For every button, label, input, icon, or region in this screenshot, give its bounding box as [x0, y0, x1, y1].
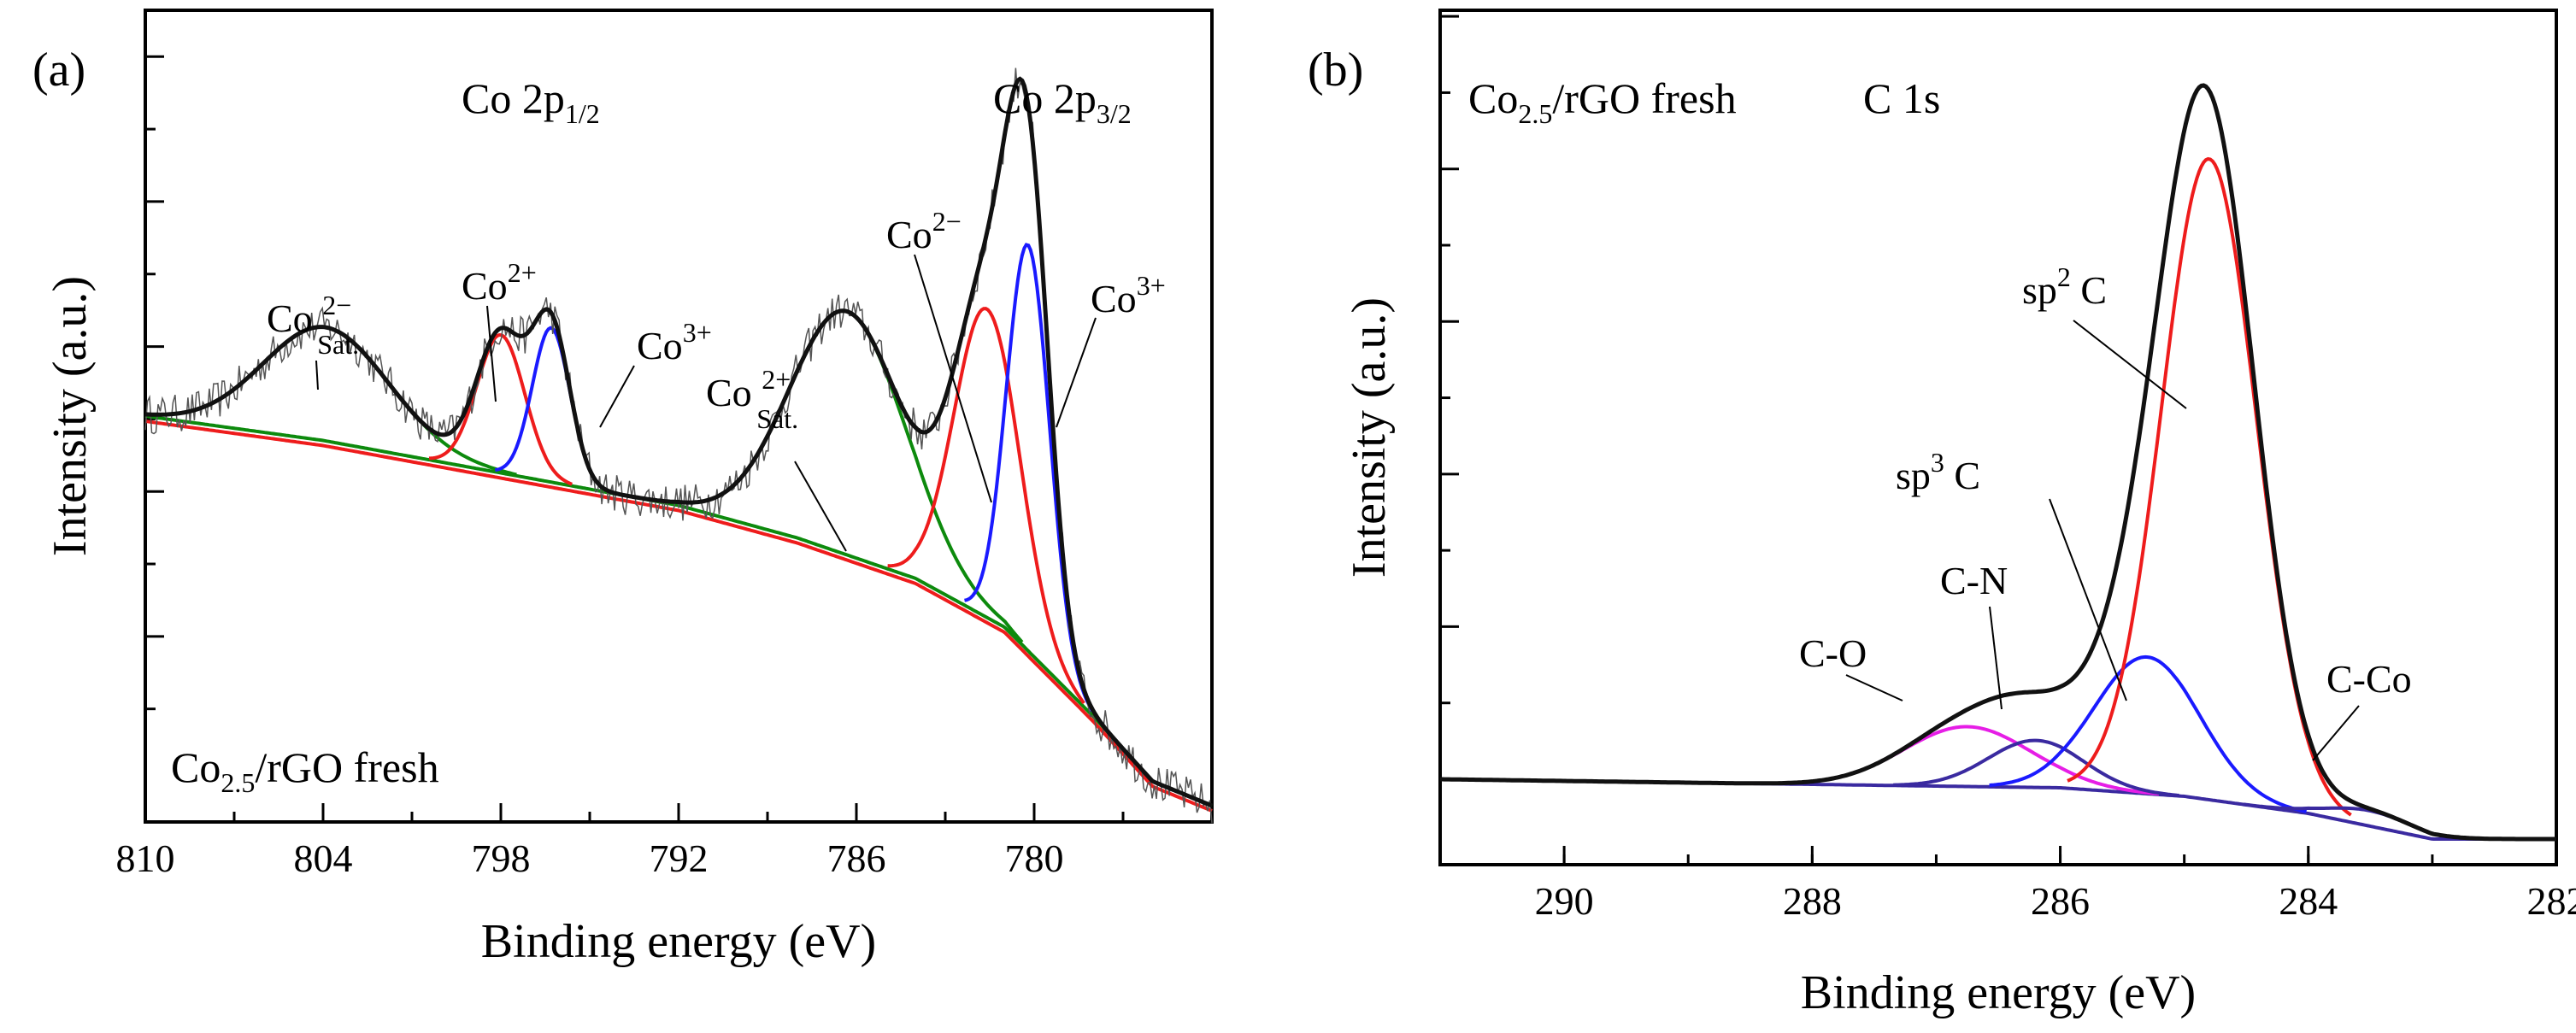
panel-a-region-2p32: Co 2p3/2 [993, 74, 1132, 129]
peak-label-co2-plus-1: Co2+ [462, 257, 537, 308]
peak-label-co2-sat-2: Co 2+ Sat. [706, 364, 798, 434]
leader-co3-plus-1 [599, 365, 635, 428]
leader-c-co [2312, 705, 2360, 761]
leader-co2-plus-1 [486, 305, 497, 402]
component-peak-3 [672, 308, 1024, 643]
panel-b-sample-label: Co2.5/rGO fresh [1468, 74, 1737, 129]
leader-co [1845, 674, 1903, 701]
x-tick-label: 284 [2279, 879, 2338, 923]
leader-co2-sat-1 [315, 360, 319, 390]
envelope-fit [1440, 83, 2556, 842]
panel-a-curves [144, 67, 1213, 824]
panel-a-letter: (a) [32, 44, 85, 97]
x-tick-label: 804 [294, 836, 353, 880]
panel-a-co2p: (a) Intensity (a.u.) Binding energy (eV)… [32, 9, 1214, 968]
panel-a-region-2p12: Co 2p1/2 [462, 74, 600, 129]
leader-sp3 [2049, 498, 2127, 701]
panel-b-title: C 1s [1863, 74, 1940, 122]
panel-b-letter: (b) [1308, 44, 1363, 97]
envelope-fit [144, 76, 1213, 808]
peak-label-sp3: sp3 C [1896, 447, 1980, 497]
peak-label-cn: C-N [1940, 559, 2008, 602]
x-tick-label: 290 [1535, 879, 1594, 923]
x-tick-label: 288 [1783, 879, 1842, 923]
peak-label-co3-plus-2: Co3+ [1091, 270, 1166, 320]
panel-b-curves [1440, 83, 2556, 842]
background-line-red [144, 420, 1213, 813]
component-peak-2 [1989, 654, 2307, 813]
panel-b-c1s: (b) Intensity (a.u.) Binding energy (eV)… [1308, 9, 2576, 1019]
leader-co3-plus-2 [1056, 317, 1097, 428]
x-tick-label: 286 [2031, 879, 2090, 923]
leader-co2-plus-2 [914, 254, 992, 503]
panel-a-ticks: 810 804 798 792 786 780 [116, 55, 1125, 880]
peak-label-co3-plus-1: Co3+ [637, 317, 712, 367]
component-peak-1 [428, 332, 573, 486]
component-peak-4 [887, 307, 1085, 705]
peak-label-co: C-O [1799, 631, 1867, 675]
leader-sp2 [2073, 320, 2187, 409]
component-peak-3 [2067, 156, 2352, 817]
panel-b-xlabel: Binding energy (eV) [1801, 966, 2196, 1019]
peak-label-c-co: C-Co [2326, 657, 2412, 701]
panel-b-ylabel: Intensity (a.u.) [1343, 297, 1396, 578]
x-tick-label: 810 [116, 836, 175, 880]
peak-label-co2-plus-2: Co2− [886, 206, 962, 256]
x-tick-label: 786 [827, 836, 886, 880]
leader-co2-sat-2 [794, 461, 847, 552]
x-tick-label: 792 [650, 836, 709, 880]
peak-label-co2-sat-1: Co 2− Sat. [267, 290, 359, 360]
component-peak-1 [1893, 738, 2179, 797]
x-tick-label: 798 [472, 836, 531, 880]
panel-b-ticks: 290 288 286 284 282 [1438, 15, 2576, 923]
x-tick-label: 780 [1005, 836, 1064, 880]
panel-a-xlabel: Binding energy (eV) [481, 915, 876, 968]
x-tick-label: 282 [2527, 879, 2576, 923]
panel-a-ylabel: Intensity (a.u.) [44, 276, 97, 556]
leader-cn [1989, 606, 2003, 710]
panel-a-sample-label: Co2.5/rGO fresh [171, 743, 439, 798]
background-line [1440, 778, 2556, 841]
panel-b-frame [1438, 9, 2558, 866]
peak-label-sp2: sp2 C [2022, 261, 2107, 312]
